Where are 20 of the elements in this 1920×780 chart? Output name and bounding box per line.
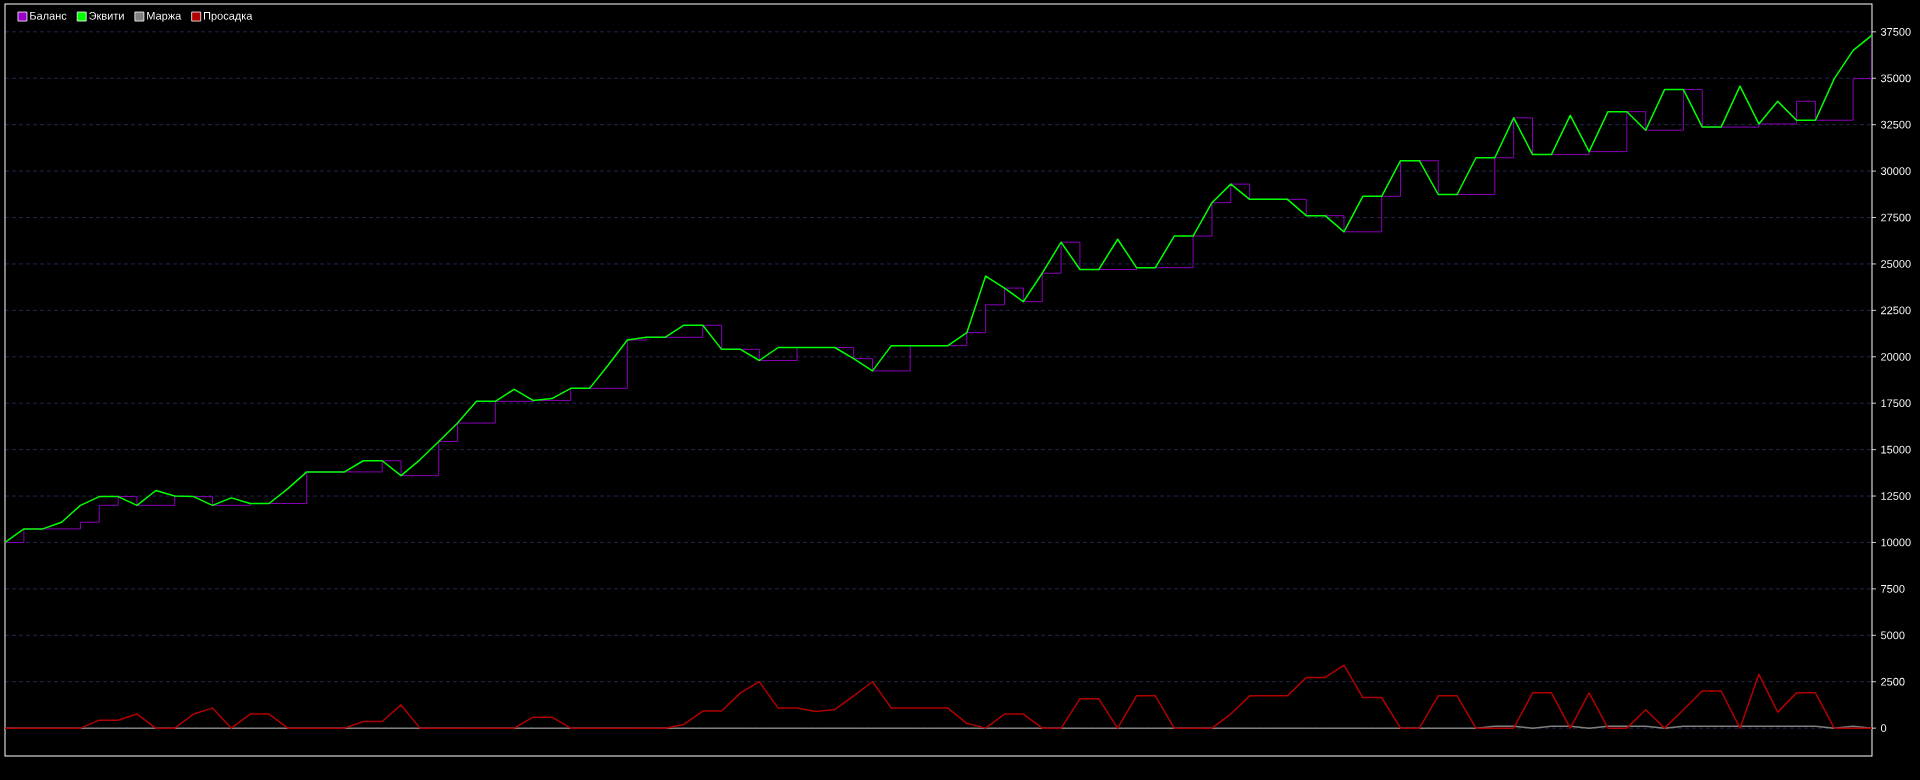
y-tick-label: 0 [1880, 724, 1887, 733]
legend-label: Маржа [147, 12, 182, 22]
y-tick-label: 27500 [1881, 213, 1911, 222]
y-tick-label: 20000 [1881, 352, 1911, 361]
y-tick-label: 10000 [1881, 538, 1911, 547]
y-tick-label: 17500 [1881, 399, 1911, 408]
y-tick-label: 12500 [1881, 492, 1911, 500]
y-tick-label: 22500 [1881, 306, 1911, 315]
y-tick-label: 2500 [1881, 677, 1905, 686]
y-tick-label: 7500 [1881, 585, 1905, 593]
legend-label: Эквити [89, 11, 124, 20]
y-tick-label: 37500 [1880, 27, 1911, 36]
y-tick-label: 32500 [1880, 120, 1911, 129]
y-tick-label: 25000 [1881, 260, 1911, 268]
y-tick-label: 30000 [1880, 167, 1911, 175]
y-tick-label: 15000 [1881, 445, 1911, 454]
y-tick-label: 5000 [1880, 631, 1905, 640]
y-tick-label: 35000 [1880, 74, 1911, 83]
legend-label: Просадка [203, 12, 253, 22]
legend-label: Баланс [30, 12, 67, 20]
